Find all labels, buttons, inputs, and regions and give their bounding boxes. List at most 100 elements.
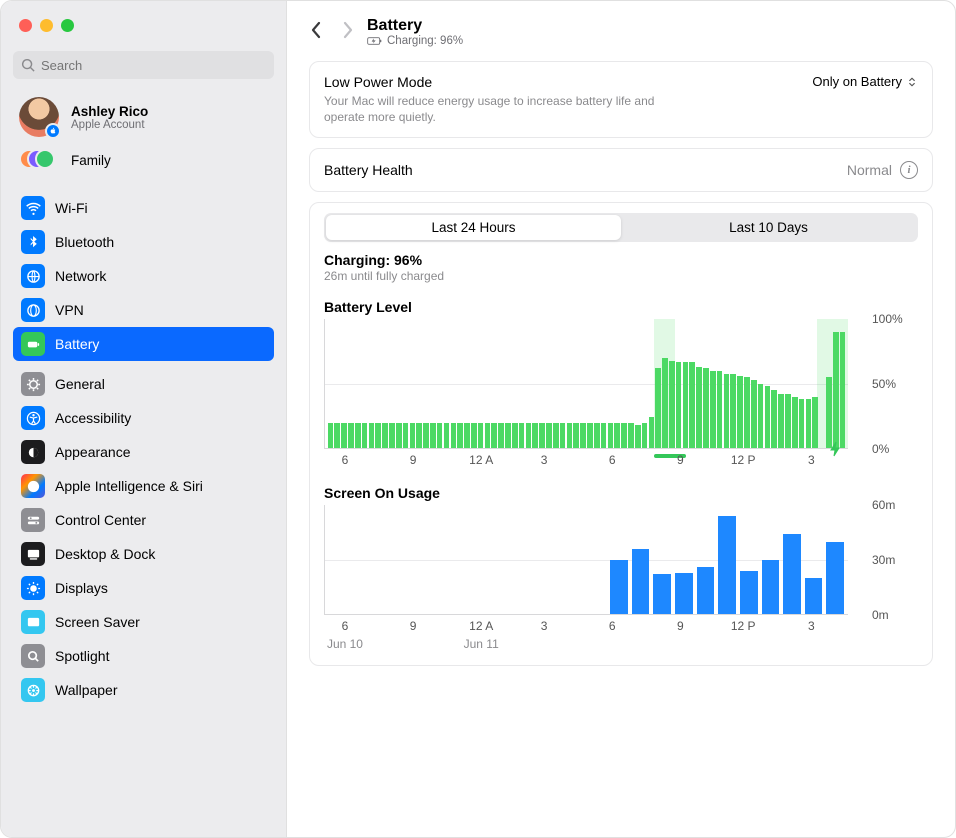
battery-bar	[649, 417, 655, 448]
sidebar-item-wallpaper[interactable]: Wallpaper	[13, 673, 274, 707]
battery-bar	[628, 423, 634, 449]
sidebar-item-vpn[interactable]: VPN	[13, 293, 274, 327]
family-avatars-icon	[19, 149, 59, 171]
battery-bar	[437, 423, 443, 449]
sidebar-item-bluetooth[interactable]: Bluetooth	[13, 225, 274, 259]
screen-on-chart: 6912 A36912 P3 Jun 10Jun 11 60m30m0m	[324, 505, 918, 653]
bluetooth-icon	[21, 230, 45, 254]
battery-bar	[464, 423, 470, 449]
sidebar-item-siri[interactable]: Apple Intelligence & Siri	[13, 469, 274, 503]
sidebar-item-label: General	[55, 376, 105, 392]
minimize-button[interactable]	[40, 19, 53, 32]
battery-bar	[451, 423, 457, 449]
battery-bar	[669, 361, 675, 449]
battery-health-title: Battery Health	[324, 162, 413, 178]
low-power-selected: Only on Battery	[812, 74, 902, 89]
sidebar-item-appearance[interactable]: Appearance	[13, 435, 274, 469]
sidebar-item-label: Wallpaper	[55, 682, 118, 698]
battery-bar	[416, 423, 422, 449]
battery-bar	[676, 362, 682, 448]
sidebar-item-network[interactable]: Network	[13, 259, 274, 293]
battery-bar	[491, 423, 497, 449]
low-power-select[interactable]: Only on Battery	[812, 74, 918, 89]
sidebar-item-desktop[interactable]: Desktop & Dock	[13, 537, 274, 571]
sidebar-item-displays[interactable]: Displays	[13, 571, 274, 605]
family-row[interactable]: Family	[13, 145, 274, 185]
battery-bar	[799, 399, 805, 448]
battery-bar	[328, 423, 334, 449]
battery-chart-title: Battery Level	[324, 299, 918, 315]
system-settings-window: Ashley Rico Apple Account Family Wi-FiBl…	[0, 0, 956, 838]
battery-bar	[812, 397, 818, 449]
search-field[interactable]	[13, 51, 274, 79]
battery-bar	[840, 332, 846, 448]
x-tick: 3	[808, 619, 815, 633]
x-tick: 3	[541, 453, 548, 467]
sidebar-item-controlcenter[interactable]: Control Center	[13, 503, 274, 537]
screen-bar	[805, 578, 823, 614]
x-tick: 12 P	[731, 619, 756, 633]
search-input[interactable]	[41, 58, 266, 73]
battery-bar	[703, 368, 709, 448]
x-sublabel: Jun 10	[327, 637, 363, 651]
battery-bar	[621, 423, 627, 449]
battery-health-status: Normal	[847, 162, 892, 178]
account-name: Ashley Rico	[71, 104, 148, 119]
spotlight-icon	[21, 644, 45, 668]
info-icon[interactable]: i	[900, 161, 918, 179]
battery-bar	[758, 384, 764, 449]
segment-24h[interactable]: Last 24 Hours	[326, 215, 621, 240]
charging-icon	[367, 36, 383, 46]
usage-card: Last 24 Hours Last 10 Days Charging: 96%…	[309, 202, 933, 666]
battery-bar	[485, 423, 491, 449]
account-row[interactable]: Ashley Rico Apple Account	[13, 93, 274, 145]
battery-bar	[457, 423, 463, 449]
battery-bar	[765, 386, 771, 448]
segment-10d[interactable]: Last 10 Days	[621, 215, 916, 240]
sidebar-item-general[interactable]: General	[13, 367, 274, 401]
battery-bar	[403, 423, 409, 449]
battery-bar	[396, 423, 402, 449]
forward-button[interactable]	[341, 21, 355, 44]
vpn-icon	[21, 298, 45, 322]
wallpaper-icon	[21, 678, 45, 702]
battery-bar	[655, 368, 661, 448]
maximize-button[interactable]	[61, 19, 74, 32]
battery-bar	[389, 423, 395, 449]
y-tick: 60m	[872, 498, 895, 512]
sidebar-item-label: Network	[55, 268, 106, 284]
network-icon	[21, 264, 45, 288]
general-icon	[21, 372, 45, 396]
sidebar-item-spotlight[interactable]: Spotlight	[13, 639, 274, 673]
chevron-updown-icon	[906, 76, 918, 88]
sidebar-item-label: Control Center	[55, 512, 146, 528]
screen-bar	[610, 560, 628, 615]
battery-bar	[348, 423, 354, 449]
battery-level-chart: 6912 A36912 P3 100%50%0%	[324, 319, 918, 469]
screen-bar	[826, 542, 844, 615]
x-tick: 9	[677, 453, 684, 467]
close-button[interactable]	[19, 19, 32, 32]
battery-bar	[444, 423, 450, 449]
time-range-segment[interactable]: Last 24 Hours Last 10 Days	[324, 213, 918, 242]
x-tick: 3	[541, 619, 548, 633]
sidebar-item-wifi[interactable]: Wi-Fi	[13, 191, 274, 225]
sidebar-item-accessibility[interactable]: Accessibility	[13, 401, 274, 435]
x-tick: 6	[609, 619, 616, 633]
back-button[interactable]	[309, 21, 323, 44]
battery-bar	[526, 423, 532, 449]
y-tick: 0%	[872, 442, 889, 456]
battery-bar	[751, 380, 757, 448]
sidebar-item-battery[interactable]: Battery	[13, 327, 274, 361]
battery-bar	[369, 423, 375, 449]
x-tick: 9	[677, 619, 684, 633]
page-subtitle: Charging: 96%	[367, 35, 463, 47]
battery-bar	[512, 423, 518, 449]
sidebar-item-label: Desktop & Dock	[55, 546, 155, 562]
sidebar: Ashley Rico Apple Account Family Wi-FiBl…	[1, 1, 287, 837]
battery-bar	[580, 423, 586, 449]
x-tick: 3	[808, 453, 815, 467]
battery-bar	[730, 374, 736, 449]
battery-bar	[334, 423, 340, 449]
sidebar-item-screensaver[interactable]: Screen Saver	[13, 605, 274, 639]
